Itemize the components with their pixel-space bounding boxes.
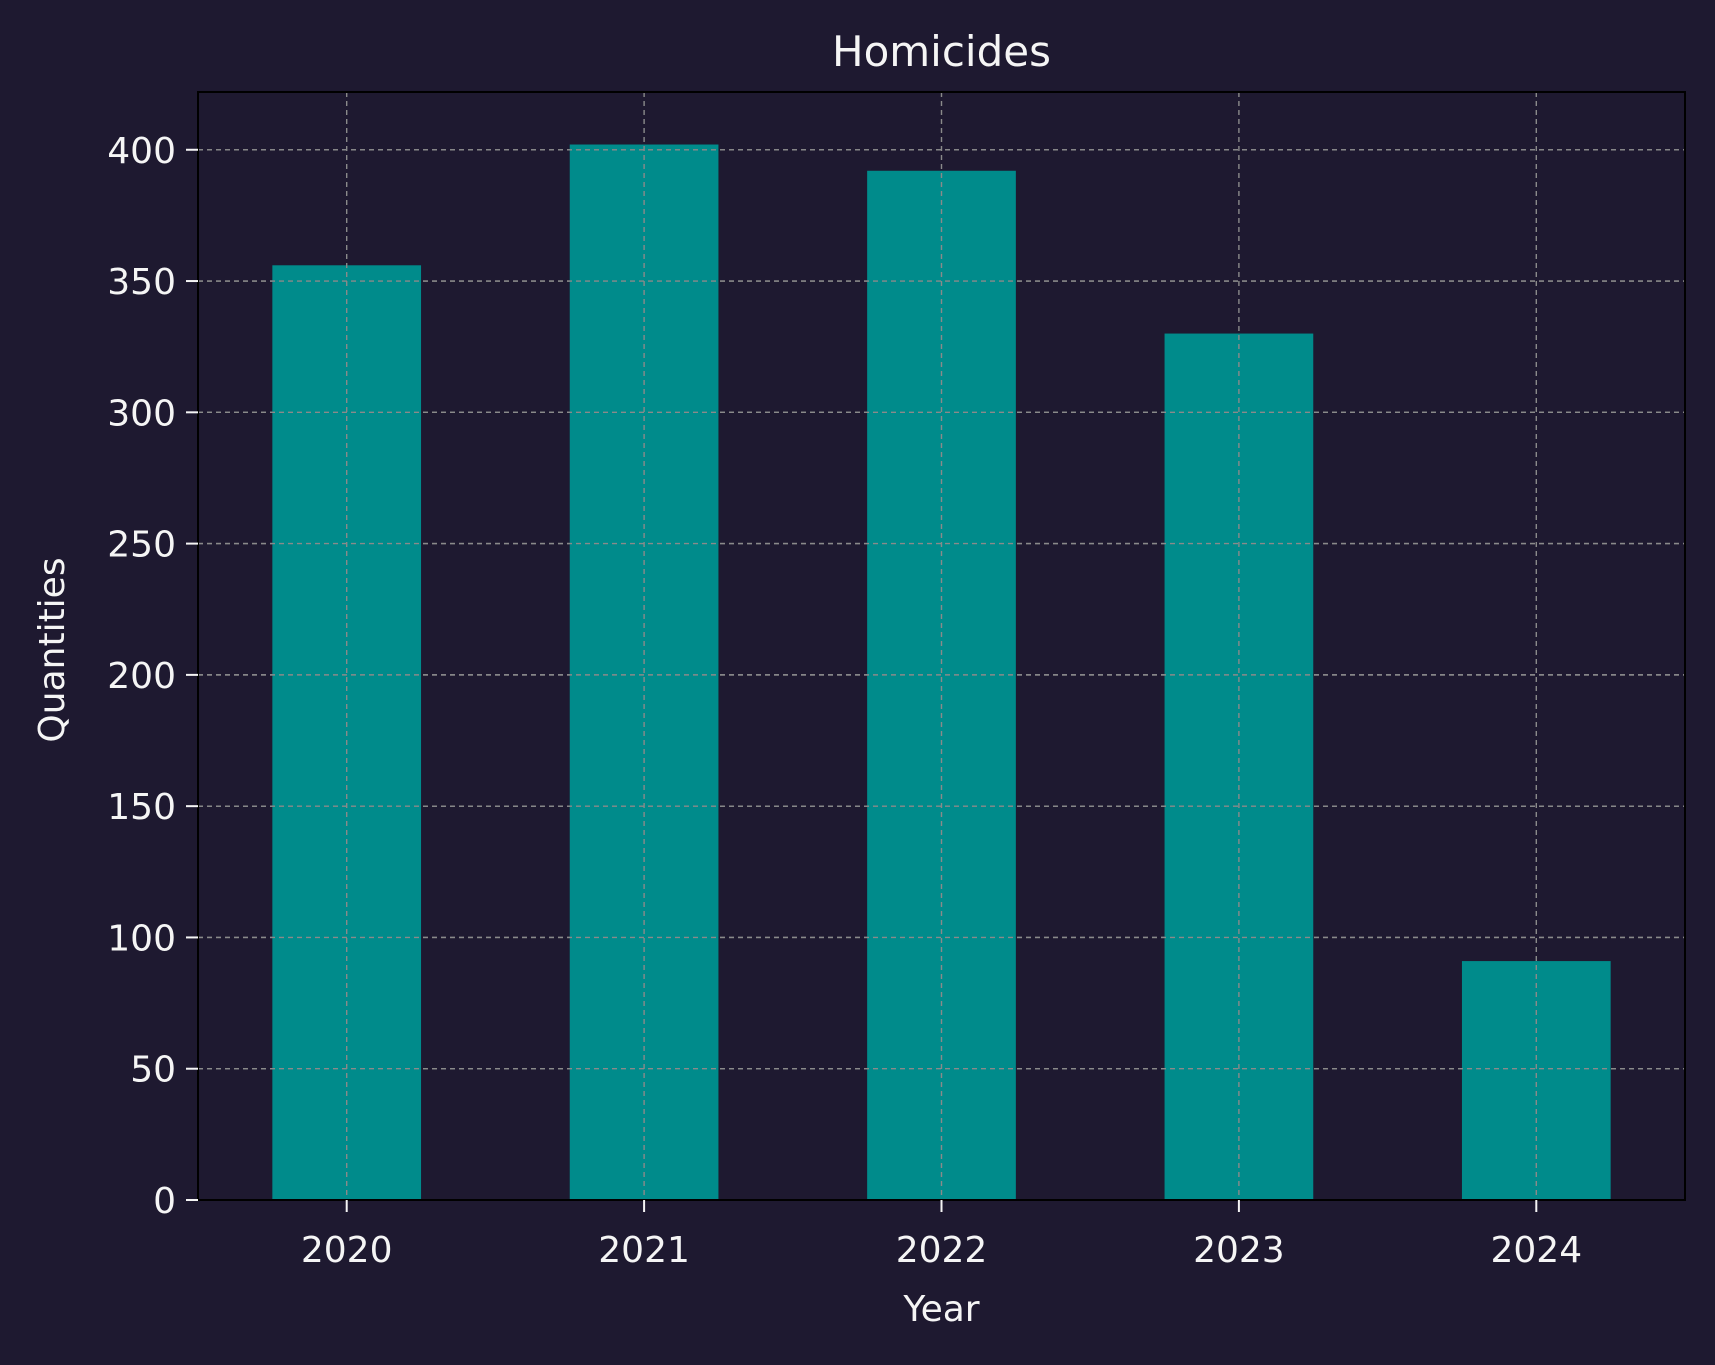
- y-tick-label: 0: [153, 1181, 176, 1222]
- x-axis-ticks: 2020 2021 2022 2023 2024: [301, 1200, 1582, 1271]
- y-tick-label: 50: [130, 1050, 176, 1091]
- x-tick-label: 2024: [1490, 1230, 1582, 1271]
- x-tick-label: 2022: [896, 1230, 988, 1271]
- y-axis-ticks: 0 50 100 150 200 250 300 350 400: [107, 131, 198, 1222]
- y-axis-label: Quantities: [32, 557, 73, 742]
- vertical-grid-layer: [198, 92, 1685, 1200]
- y-tick-label: 150: [107, 787, 176, 828]
- y-tick-label: 300: [107, 393, 176, 434]
- y-tick-label: 250: [107, 525, 176, 566]
- y-tick-label: 400: [107, 131, 176, 172]
- x-tick-label: 2021: [598, 1230, 690, 1271]
- bar-2022: [867, 170, 1016, 1200]
- y-tick-label: 350: [107, 262, 176, 303]
- x-axis-label: Year: [902, 1289, 979, 1330]
- bar-2024: [1461, 961, 1611, 1200]
- x-tick-label: 2020: [301, 1230, 393, 1271]
- y-tick-label: 100: [107, 918, 176, 959]
- x-tick-label: 2023: [1193, 1230, 1285, 1271]
- y-tick-label: 200: [107, 656, 176, 697]
- chart-title: Homicides: [832, 27, 1051, 76]
